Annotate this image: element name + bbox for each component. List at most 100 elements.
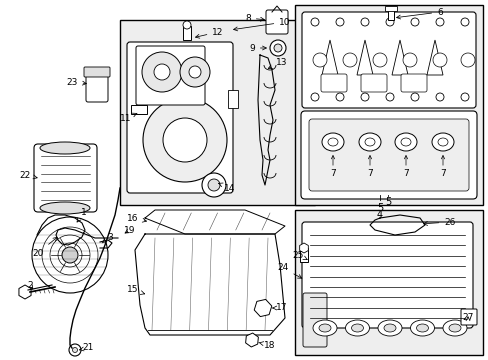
Text: 17: 17 xyxy=(272,303,287,312)
Text: 26: 26 xyxy=(423,217,455,226)
Text: 3: 3 xyxy=(102,233,113,243)
Ellipse shape xyxy=(431,133,453,151)
Circle shape xyxy=(58,243,82,267)
Circle shape xyxy=(163,118,206,162)
Polygon shape xyxy=(426,40,442,75)
Ellipse shape xyxy=(394,133,416,151)
Ellipse shape xyxy=(358,133,380,151)
Circle shape xyxy=(269,40,285,56)
Text: 14: 14 xyxy=(218,183,235,193)
Text: 20: 20 xyxy=(32,237,57,257)
Text: 8: 8 xyxy=(244,14,264,23)
FancyBboxPatch shape xyxy=(127,42,232,193)
Circle shape xyxy=(435,93,443,101)
Ellipse shape xyxy=(318,324,330,332)
Bar xyxy=(120,20,314,205)
Polygon shape xyxy=(356,40,372,75)
Polygon shape xyxy=(145,210,285,234)
Ellipse shape xyxy=(377,320,401,336)
FancyBboxPatch shape xyxy=(86,70,108,102)
Circle shape xyxy=(142,52,182,92)
Circle shape xyxy=(385,18,393,26)
Text: 7: 7 xyxy=(402,168,408,177)
Circle shape xyxy=(154,64,170,80)
Text: 22: 22 xyxy=(20,171,37,180)
Circle shape xyxy=(335,93,343,101)
Ellipse shape xyxy=(448,324,460,332)
Text: 5: 5 xyxy=(376,203,382,213)
Text: 4: 4 xyxy=(376,210,382,220)
Text: 7: 7 xyxy=(329,168,335,177)
Circle shape xyxy=(402,53,416,67)
Text: 7: 7 xyxy=(439,168,445,177)
Circle shape xyxy=(335,18,343,26)
Bar xyxy=(294,210,482,355)
Text: 5: 5 xyxy=(384,197,390,207)
FancyBboxPatch shape xyxy=(84,67,110,77)
Polygon shape xyxy=(391,40,407,75)
Ellipse shape xyxy=(345,320,369,336)
Ellipse shape xyxy=(312,320,336,336)
Circle shape xyxy=(410,93,418,101)
Text: 21: 21 xyxy=(79,343,94,352)
FancyBboxPatch shape xyxy=(360,74,386,92)
Circle shape xyxy=(142,98,226,182)
Circle shape xyxy=(273,44,282,52)
Circle shape xyxy=(410,18,418,26)
Text: 11: 11 xyxy=(120,113,137,122)
Polygon shape xyxy=(135,234,285,335)
Circle shape xyxy=(50,235,90,275)
Circle shape xyxy=(342,53,356,67)
Text: 6: 6 xyxy=(396,8,442,19)
Bar xyxy=(227,90,238,108)
Bar xyxy=(299,248,307,262)
Circle shape xyxy=(360,18,368,26)
Text: 12: 12 xyxy=(195,27,223,38)
Bar xyxy=(294,5,482,205)
Circle shape xyxy=(189,66,201,78)
Circle shape xyxy=(460,93,468,101)
FancyBboxPatch shape xyxy=(400,74,426,92)
Text: 27: 27 xyxy=(461,314,473,323)
Circle shape xyxy=(385,93,393,101)
Bar xyxy=(387,8,393,20)
Ellipse shape xyxy=(321,133,343,151)
Circle shape xyxy=(310,18,318,26)
Bar xyxy=(384,6,396,11)
Circle shape xyxy=(207,179,220,191)
Ellipse shape xyxy=(364,138,374,146)
Text: 19: 19 xyxy=(124,225,136,234)
Text: 10: 10 xyxy=(233,18,290,31)
Circle shape xyxy=(180,57,209,87)
Circle shape xyxy=(69,344,81,356)
Ellipse shape xyxy=(409,320,434,336)
Text: 24: 24 xyxy=(277,264,301,278)
Text: 1: 1 xyxy=(77,207,87,222)
Text: 23: 23 xyxy=(66,77,86,86)
Ellipse shape xyxy=(327,138,337,146)
FancyBboxPatch shape xyxy=(303,293,326,347)
Text: 7: 7 xyxy=(366,168,372,177)
Bar xyxy=(183,26,191,40)
Bar xyxy=(131,105,147,114)
Text: 25: 25 xyxy=(292,251,306,260)
Text: 9: 9 xyxy=(248,44,266,53)
Polygon shape xyxy=(321,40,337,75)
Circle shape xyxy=(432,53,446,67)
Circle shape xyxy=(360,93,368,101)
FancyBboxPatch shape xyxy=(265,10,287,34)
Circle shape xyxy=(32,217,108,293)
Text: 16: 16 xyxy=(127,213,146,222)
Ellipse shape xyxy=(416,324,427,332)
Circle shape xyxy=(72,347,77,352)
FancyBboxPatch shape xyxy=(320,74,346,92)
FancyBboxPatch shape xyxy=(302,222,472,328)
Text: 18: 18 xyxy=(258,341,275,350)
Text: 2: 2 xyxy=(27,280,33,289)
Circle shape xyxy=(460,18,468,26)
Ellipse shape xyxy=(442,320,466,336)
Ellipse shape xyxy=(437,138,447,146)
Circle shape xyxy=(42,227,98,283)
Circle shape xyxy=(62,247,78,263)
FancyBboxPatch shape xyxy=(301,111,476,199)
